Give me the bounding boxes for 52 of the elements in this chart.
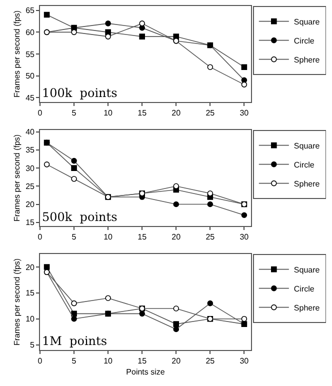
- x-tick-label: 10: [104, 356, 114, 366]
- y-tick-label: 50: [26, 72, 36, 81]
- x-tick-label: 25: [206, 108, 216, 118]
- legend-label: Circle: [294, 284, 315, 294]
- x-tick-label: 15: [138, 108, 148, 118]
- annotation: 500k points: [42, 210, 118, 224]
- y-tick-label: 25: [26, 182, 36, 191]
- y-axis-title: Frames per second (fps): [12, 258, 22, 346]
- x-tick-label: 0: [38, 232, 43, 242]
- annotation: 100k points: [42, 86, 118, 100]
- x-tick-label: 10: [104, 108, 114, 118]
- x-tick-label: 5: [72, 232, 77, 242]
- legend-label: Square: [294, 17, 320, 26]
- y-axis-title: Frames per second (fps): [12, 10, 22, 98]
- x-axis-title: Points size: [126, 368, 166, 377]
- y-tick-label: 10: [26, 314, 36, 324]
- y-tick-label: 45: [26, 93, 36, 102]
- x-tick-label: 0: [38, 356, 43, 366]
- y-tick-label: 40: [26, 128, 36, 137]
- x-tick-label: 15: [138, 232, 148, 242]
- legend-label: Square: [294, 141, 320, 150]
- x-tick-label: 5: [72, 108, 77, 118]
- x-tick-label: 20: [172, 232, 182, 242]
- legend-label: Sphere: [294, 55, 320, 64]
- y-tick-label: 20: [26, 262, 36, 272]
- x-tick-label: 30: [240, 232, 250, 242]
- x-tick-label: 30: [240, 108, 250, 118]
- x-tick-label: 25: [206, 232, 216, 242]
- y-tick-label: 35: [26, 146, 36, 155]
- y-tick-label: 5: [30, 340, 36, 350]
- legend-label: Square: [294, 265, 320, 274]
- x-tick-label: 15: [138, 356, 148, 366]
- annotation: 1M points: [42, 334, 108, 348]
- x-tick-label: 20: [172, 356, 182, 366]
- x-tick-label: 0: [38, 108, 43, 118]
- legend-label: Circle: [294, 36, 315, 46]
- legend-label: Sphere: [294, 303, 320, 312]
- y-tick-label: 15: [26, 218, 36, 228]
- y-axis-title: Frames per second (fps): [12, 134, 22, 222]
- x-tick-label: 25: [206, 356, 216, 366]
- y-tick-label: 65: [26, 6, 36, 16]
- y-tick-label: 20: [26, 200, 36, 210]
- legend-label: Circle: [294, 160, 315, 170]
- x-tick-label: 5: [72, 356, 77, 366]
- y-tick-label: 15: [26, 288, 36, 298]
- y-tick-label: 55: [26, 50, 36, 59]
- y-tick-label: 30: [26, 164, 36, 173]
- x-tick-label: 20: [172, 108, 182, 118]
- x-tick-label: 10: [104, 232, 114, 242]
- x-tick-label: 30: [240, 356, 250, 366]
- legend-label: Sphere: [294, 179, 320, 188]
- y-tick-label: 60: [26, 28, 36, 37]
